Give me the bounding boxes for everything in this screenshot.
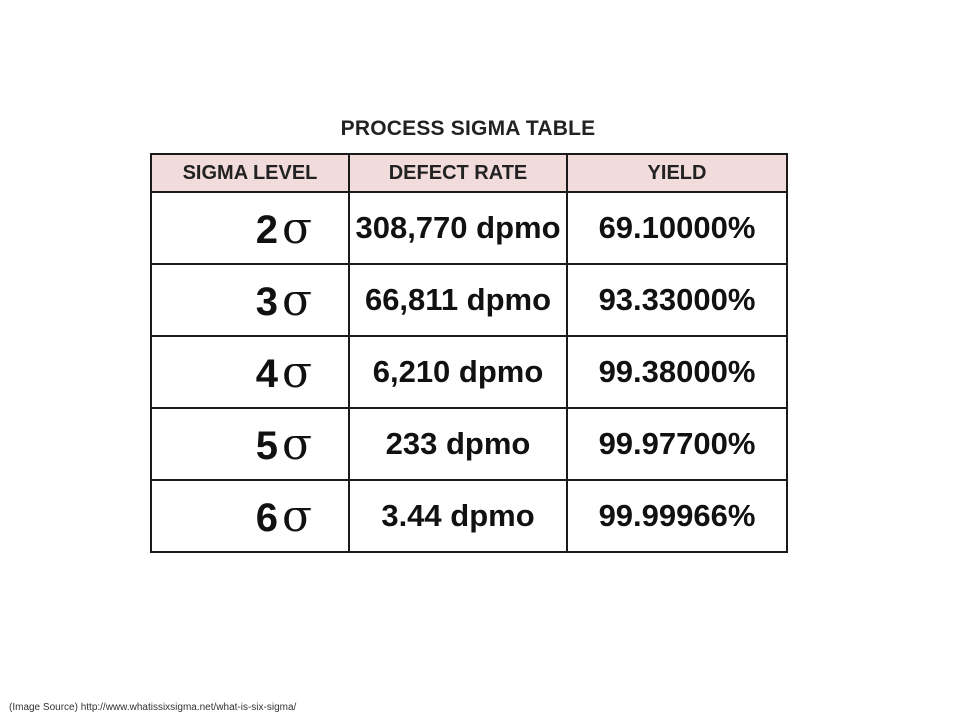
sigma-symbol: σ — [281, 418, 312, 470]
defect-rate-cell: 6,210 dpmo — [348, 335, 568, 409]
table-row: 5σ 233 dpmo 99.97700% — [150, 407, 788, 481]
yield-cell: 99.99966% — [566, 479, 788, 553]
sigma-level-number: 6 — [255, 495, 278, 540]
sigma-symbol: σ — [281, 490, 312, 542]
defect-rate-cell: 233 dpmo — [348, 407, 568, 481]
table-row: 4σ 6,210 dpmo 99.38000% — [150, 335, 788, 409]
yield-cell: 99.38000% — [566, 335, 788, 409]
sigma-level-number: 2 — [255, 207, 278, 252]
sigma-level-cell: 4σ — [150, 335, 350, 409]
defect-rate-cell: 66,811 dpmo — [348, 263, 568, 337]
sigma-level-cell: 2σ — [150, 191, 350, 265]
yield-cell: 69.10000% — [566, 191, 788, 265]
column-header-yield: YIELD — [566, 153, 788, 193]
sigma-symbol: σ — [281, 202, 312, 254]
sigma-level-number: 3 — [255, 279, 278, 324]
sigma-symbol: σ — [281, 346, 312, 398]
defect-rate-cell: 3.44 dpmo — [348, 479, 568, 553]
table-title: PROCESS SIGMA TABLE — [340, 117, 596, 140]
sigma-level-cell: 3σ — [150, 263, 350, 337]
table-row: 3σ 66,811 dpmo 93.33000% — [150, 263, 788, 337]
sigma-symbol: σ — [281, 274, 312, 326]
sigma-level-cell: 6σ — [150, 479, 350, 553]
column-header-sigma-level: SIGMA LEVEL — [150, 153, 350, 193]
table-row: 2σ 308,770 dpmo 69.10000% — [150, 191, 788, 265]
table-row: 6σ 3.44 dpmo 99.99966% — [150, 479, 788, 553]
image-source-note: (Image Source) http://www.whatissixsigma… — [9, 702, 297, 713]
header-row: SIGMA LEVEL DEFECT RATE YIELD — [150, 153, 788, 193]
yield-cell: 93.33000% — [566, 263, 788, 337]
process-sigma-table: SIGMA LEVEL DEFECT RATE YIELD 2σ 308,770… — [150, 153, 788, 553]
column-header-defect-rate: DEFECT RATE — [348, 153, 568, 193]
sigma-level-cell: 5σ — [150, 407, 350, 481]
defect-rate-cell: 308,770 dpmo — [348, 191, 568, 265]
sigma-level-number: 5 — [255, 423, 278, 468]
yield-cell: 99.97700% — [566, 407, 788, 481]
sigma-level-number: 4 — [255, 351, 278, 396]
